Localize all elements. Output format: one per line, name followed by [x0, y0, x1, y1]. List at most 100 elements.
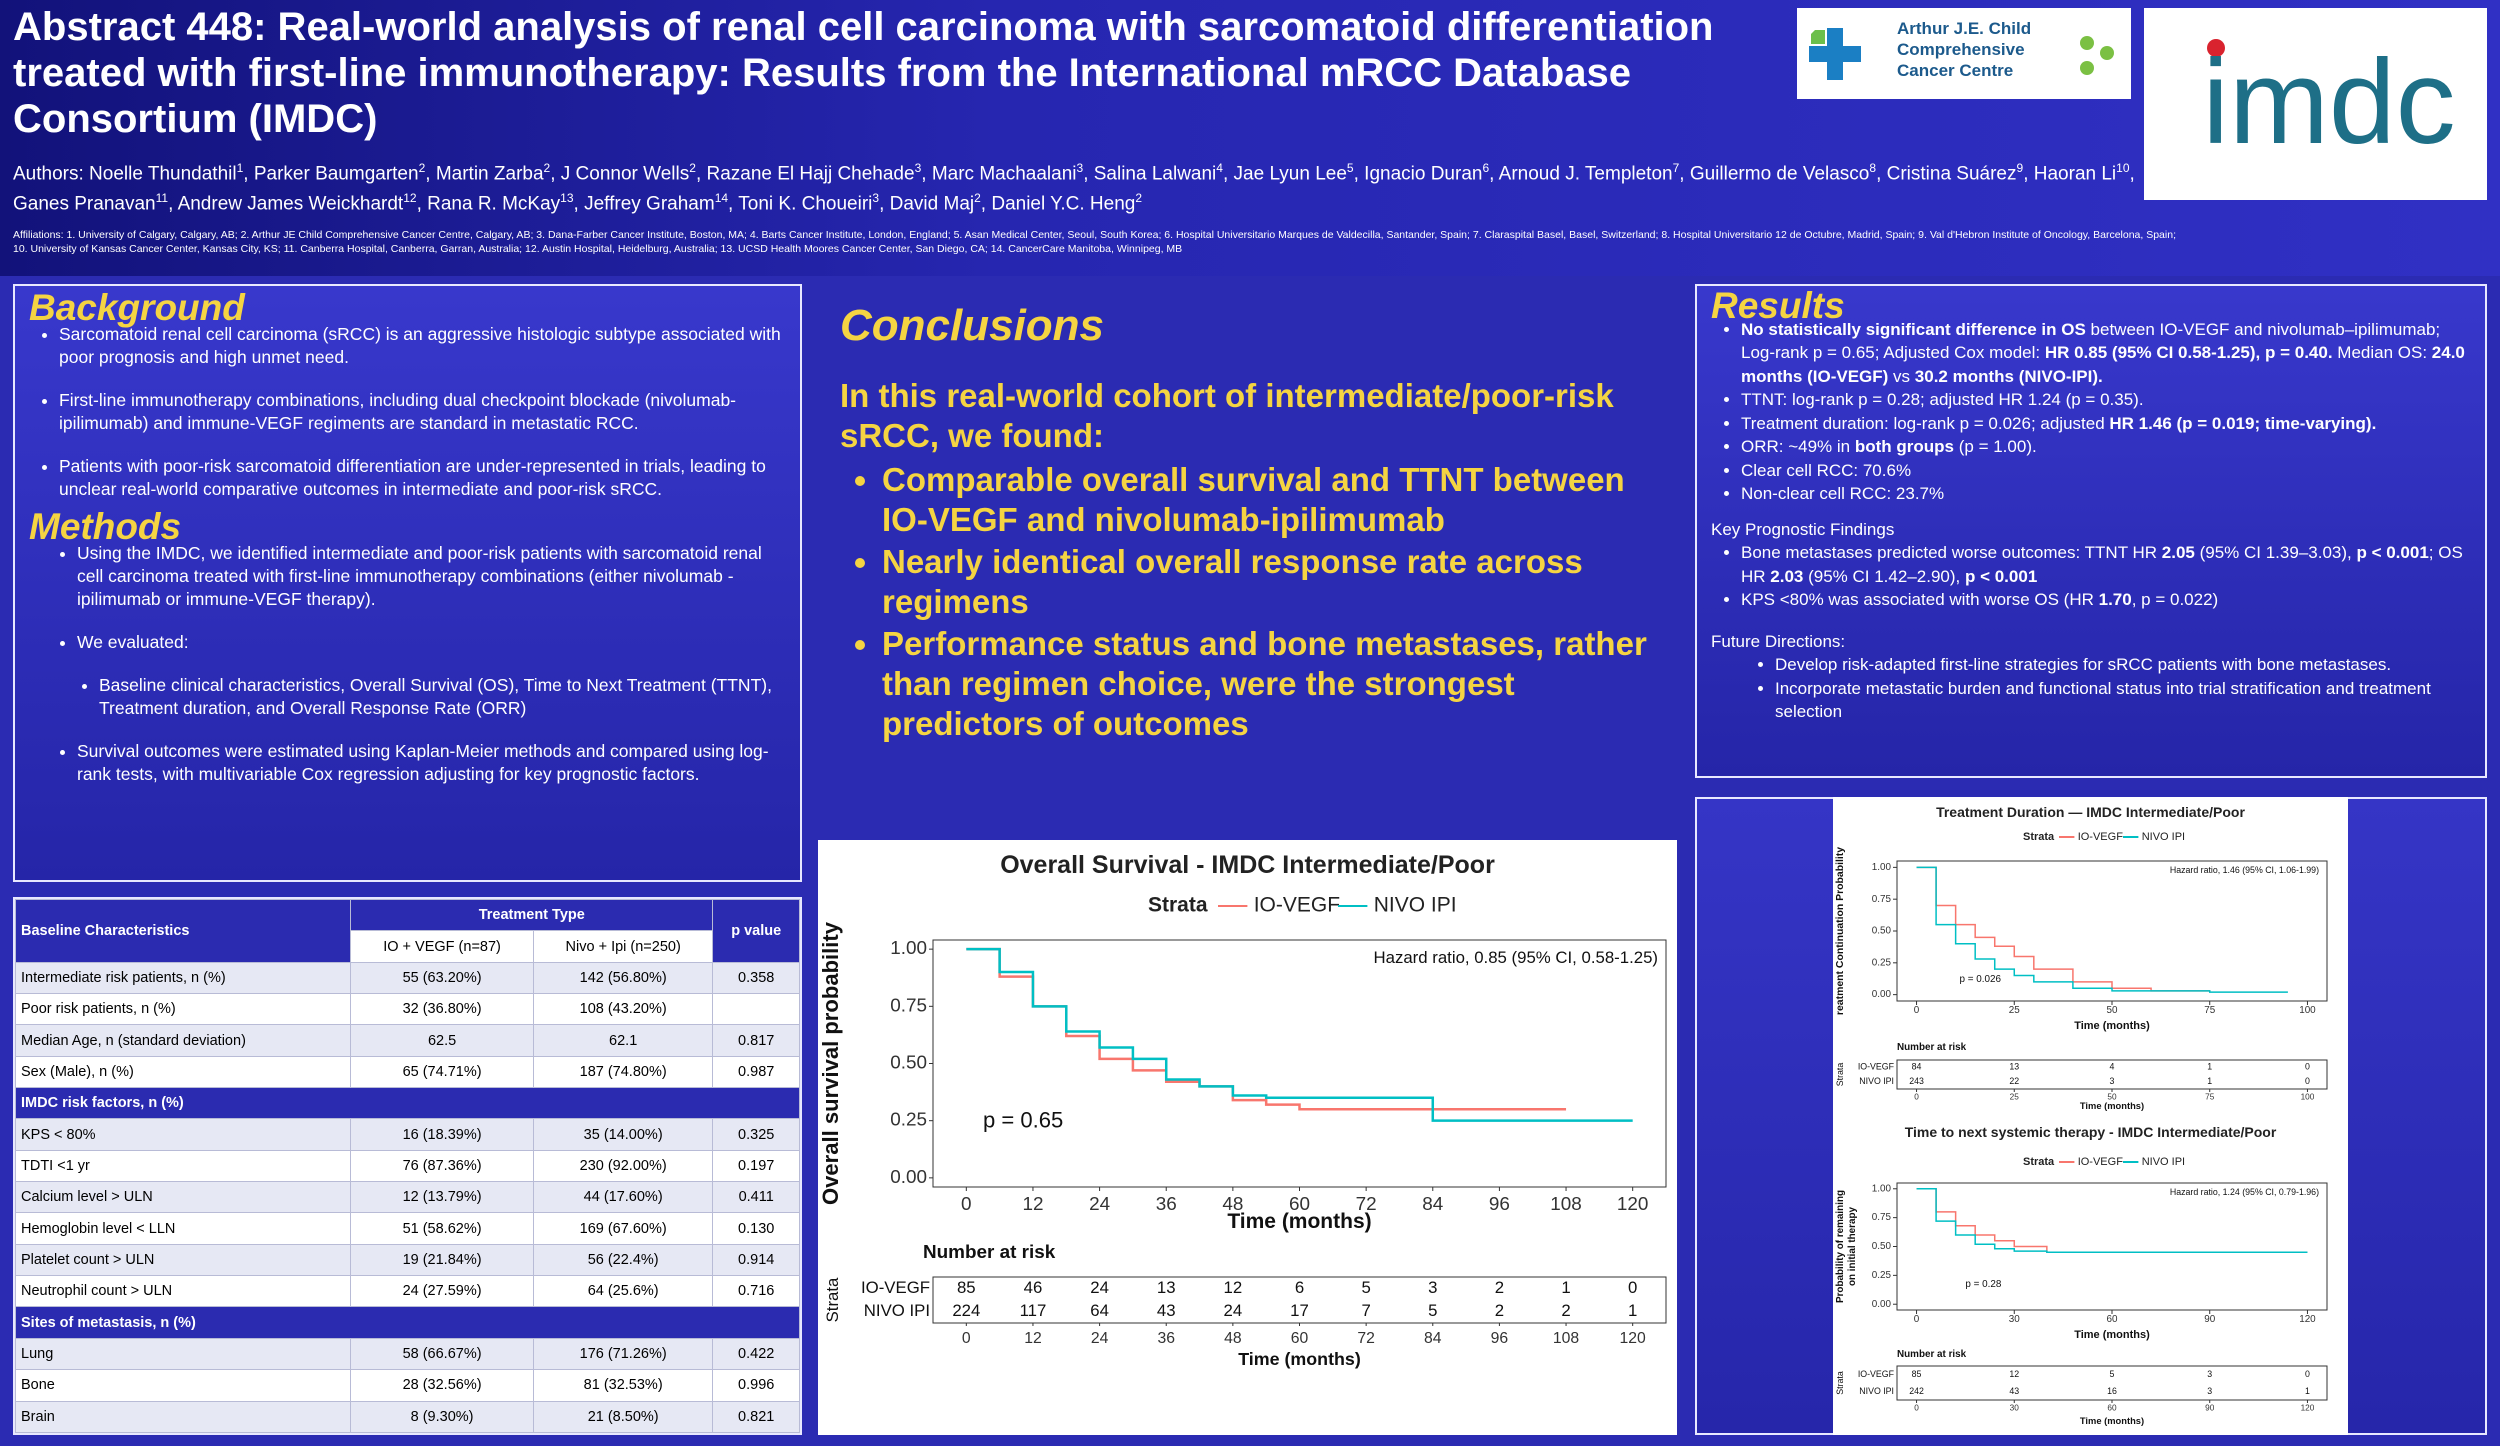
author-affiliation: 2: [974, 191, 981, 206]
text-run: , p = 0.022): [2131, 590, 2219, 609]
conclusion-intro: In this real-world cohort of intermediat…: [840, 377, 1614, 454]
y-tick-label: 0.00: [1872, 989, 1892, 1000]
subheader-cell: IO + VEGF (n=87): [350, 930, 534, 963]
x-tick-label: 0: [1914, 1314, 1920, 1325]
section-row: IMDC risk factors, n (%): [15, 1087, 800, 1120]
risk-x-tick-label: 120: [2301, 1403, 2315, 1412]
x-tick-label: 100: [2299, 1005, 2316, 1016]
risk-count: 6: [1295, 1278, 1304, 1297]
bullet: Incorporate metastatic burden and functi…: [1775, 677, 2471, 724]
data-row: Calcium level > ULN 12 (13.79%) 44 (17.60%…: [14, 1181, 800, 1214]
plot-frame: [1896, 1182, 2328, 1311]
x-tick-label: 0: [961, 1194, 972, 1215]
cell: 169 (67.60%): [532, 1212, 714, 1245]
x-tick-label: 72: [1356, 1194, 1377, 1215]
author-name: , Salina Lalwani: [1083, 163, 1217, 185]
cell: 108 (43.20%): [532, 993, 714, 1026]
header-row: Baseline Characteristics Treatment Type p …: [14, 898, 800, 963]
legend-title: Strata: [2023, 1156, 2055, 1168]
risk-count: 3: [2110, 1076, 2115, 1086]
bullet: Bone metastases predicted worse outcomes…: [1741, 541, 2471, 588]
y-axis-label: reatment Continuation Probability: [1835, 847, 1846, 1015]
risk-x-tick-label: 25: [2010, 1092, 2020, 1101]
logo-mark: [2080, 36, 2114, 75]
risk-count: 7: [1361, 1301, 1370, 1320]
author-affiliation: 2: [1135, 191, 1143, 206]
text-run: p < 0.001: [1964, 566, 2038, 586]
x-tick-label: 0: [1914, 1005, 1920, 1016]
legend-label: NIVO IPI: [1374, 894, 1457, 917]
cell: 19 (21.84%): [350, 1243, 534, 1277]
y-tick-label: 0.00: [1872, 1299, 1892, 1310]
bullet: Nearly identical overall response rate a…: [882, 542, 1655, 622]
risk-x-tick-label: 12: [1024, 1330, 1042, 1347]
y-tick-label: 0.00: [890, 1167, 927, 1188]
chart-title: Treatment Duration — IMDC Intermediate/P…: [1936, 804, 2245, 820]
text-run: TTNT: log-rank p = 0.28; adjusted HR 1.2…: [1741, 390, 2144, 409]
data-row: Brain 8 (9.30%) 21 (8.50%) 0.821: [14, 1400, 800, 1433]
bullet-list: Bone metastases predicted worse outcomes…: [1711, 541, 2471, 612]
logo-imdc-text: imdc: [2202, 35, 2455, 169]
bullet-list: Comparable overall survival and TTNT bet…: [840, 460, 1655, 744]
y-tick-label: 0.50: [890, 1053, 927, 1074]
cell: 0.325: [712, 1118, 800, 1151]
bullet-list: Using the IMDC, we identified intermedia…: [29, 542, 786, 786]
km-curve: [1916, 866, 2211, 993]
bullet: Sarcomatoid renal cell carcinoma (sRCC) …: [59, 323, 786, 369]
x-tick-label: 50: [2107, 1005, 2118, 1016]
poster-title: Abstract 448: Real-world analysis of ren…: [13, 5, 1714, 141]
data-row: Sex (Male), n (%) 65 (74.71%) 187 (74.80%)…: [14, 1055, 800, 1089]
y-tick-label: 1.00: [1872, 862, 1892, 873]
text-run: vs: [1888, 366, 1915, 386]
author-name: , Marc Machaalani: [921, 163, 1077, 185]
risk-x-tick-label: 0: [1914, 1403, 1919, 1412]
cell: 56 (22.4%): [532, 1243, 714, 1277]
author-affiliation: 1: [236, 161, 244, 175]
cell: Poor risk patients, n (%): [14, 993, 352, 1026]
y-tick-label: 0.25: [890, 1110, 927, 1131]
risk-count: 1: [2207, 1062, 2212, 1072]
km-curve: [966, 947, 1633, 1122]
risk-count: 242: [1909, 1386, 1924, 1396]
risk-strata-label: Strata: [1835, 1371, 1845, 1395]
text-run: ; OS HR: [1741, 543, 2463, 586]
risk-count: 17: [1290, 1301, 1309, 1320]
x-tick-label: 60: [2107, 1314, 2118, 1325]
text-run: between IO-VEGF and nivolumab–ipilimumab…: [1741, 319, 2441, 363]
y-tick-label: 0.50: [1872, 1241, 1892, 1252]
author-affiliation: 6: [1482, 161, 1490, 175]
author-name: , J Connor Wells: [550, 163, 690, 185]
legend-title: Strata: [1148, 894, 1208, 917]
risk-x-tick-label: 50: [2107, 1092, 2117, 1101]
risk-count: 3: [1428, 1278, 1437, 1297]
legend-label: NIVO IPI: [2142, 1156, 2185, 1168]
cell: Brain: [14, 1400, 352, 1433]
risk-x-axis-label: Time (months): [2080, 1416, 2144, 1426]
text-run: 1.70: [2098, 590, 2132, 609]
author-affiliation: 11: [155, 191, 169, 206]
hazard-ratio: Hazard ratio, 1.24 (95% CI, 0.79-1.96): [2170, 1187, 2319, 1197]
km-curve: [1916, 866, 2288, 993]
text-run: (95% CI 1.39–3.03),: [2194, 543, 2357, 562]
cell: 0.422: [712, 1337, 800, 1371]
baseline-table: Baseline Characteristics Treatment Type p …: [13, 897, 802, 1435]
risk-x-tick-label: 84: [1424, 1330, 1442, 1347]
risk-count: 5: [2110, 1369, 2115, 1379]
bullet: Treatment duration: log-rank p = 0.026; …: [1741, 412, 2471, 436]
logo-cross-corner: [1811, 30, 1825, 44]
cell: 0.411: [712, 1181, 800, 1214]
bullet: Survival outcomes were estimated using K…: [77, 740, 786, 786]
results-panel: ResultsNo statistically significant diff…: [1695, 284, 2487, 778]
bullet: TTNT: log-rank p = 0.28; adjusted HR 1.2…: [1741, 388, 2471, 412]
cell: 28 (32.56%): [350, 1369, 534, 1402]
data-row: Hemoglobin level < LLN 51 (58.62%) 169 (67…: [14, 1212, 800, 1245]
risk-x-tick-label: 36: [1157, 1330, 1175, 1347]
x-tick-label: 24: [1089, 1194, 1110, 1215]
author-affiliation: 8: [1869, 161, 1877, 175]
risk-count: 0: [2305, 1076, 2310, 1086]
text-run: No statistically significant difference …: [1741, 319, 2086, 339]
cell: Sex (Male), n (%): [14, 1055, 352, 1089]
risk-x-tick-label: 108: [1553, 1330, 1580, 1347]
risk-x-tick-label: 100: [2301, 1092, 2315, 1101]
data-row: Neutrophil count > ULN 24 (27.59%) 64 (25.…: [14, 1275, 800, 1308]
